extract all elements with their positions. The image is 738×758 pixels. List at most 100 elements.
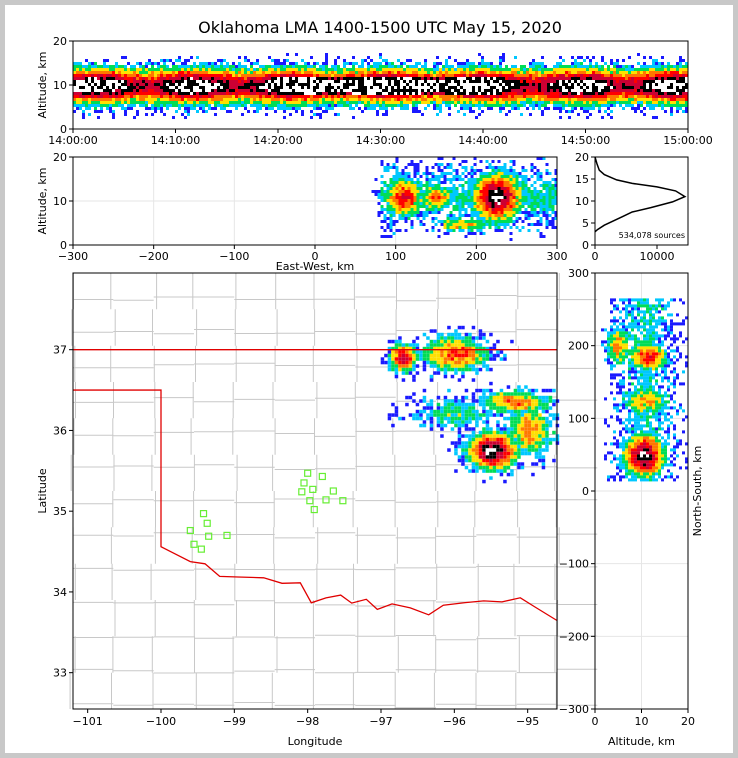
ew-cell xyxy=(488,181,492,184)
time-height-cell xyxy=(343,80,346,83)
time-height-cell xyxy=(505,68,508,71)
time-height-cell xyxy=(154,98,157,101)
time-height-cell xyxy=(145,89,148,92)
ew-cell xyxy=(515,199,519,202)
time-height-cell xyxy=(565,92,568,95)
ew-cell xyxy=(527,211,531,214)
time-height-cell xyxy=(643,89,646,92)
time-height-cell xyxy=(361,77,364,80)
ew-cell xyxy=(404,172,408,175)
plan-view-cell xyxy=(387,367,392,372)
time-height-cell xyxy=(121,107,124,110)
time-height-cell xyxy=(220,71,223,74)
ew-cell xyxy=(536,214,540,217)
plan-view-cell xyxy=(450,374,455,379)
time-height-cell xyxy=(226,71,229,74)
time-height-cell xyxy=(412,101,415,104)
time-height-cell xyxy=(136,62,139,65)
time-height-cell xyxy=(193,89,196,92)
time-height-cell xyxy=(223,98,226,101)
ew-cell xyxy=(413,202,417,205)
time-height-cell xyxy=(79,95,82,98)
ew-cell xyxy=(479,232,483,235)
ew-cell xyxy=(500,193,504,196)
ew-cell xyxy=(497,196,501,199)
time-height-cell xyxy=(463,98,466,101)
ew-cell xyxy=(386,199,390,202)
plan-view-cell xyxy=(485,416,490,421)
time-height-cell xyxy=(127,104,130,107)
ew-cell xyxy=(449,223,453,226)
time-height-cell xyxy=(661,107,664,110)
time-height-cell xyxy=(544,101,547,104)
time-height-cell xyxy=(442,98,445,101)
time-height-cell xyxy=(526,89,529,92)
time-height-cell xyxy=(124,68,127,71)
time-height-cell xyxy=(577,68,580,71)
time-height-cell xyxy=(541,101,544,104)
plan-view-cell xyxy=(482,353,486,358)
time-height-cell xyxy=(187,95,190,98)
time-height-cell xyxy=(388,98,391,101)
ew-cell xyxy=(503,211,507,214)
time-height-cell xyxy=(118,71,121,74)
time-height-cell xyxy=(334,89,337,92)
ew-cell xyxy=(524,202,528,205)
time-height-cell xyxy=(229,74,232,77)
plan-view-cell xyxy=(485,339,490,344)
plan-view-cell xyxy=(482,413,486,417)
time-height-cell xyxy=(415,80,418,83)
time-height-cell xyxy=(340,71,343,74)
ew-cell xyxy=(398,172,402,175)
ew-cell xyxy=(539,175,543,178)
plan-view-cell xyxy=(517,399,521,403)
time-height-cell xyxy=(337,65,340,68)
time-height-cell xyxy=(520,68,523,71)
time-height-cell xyxy=(148,71,151,74)
time-height-cell xyxy=(352,77,355,80)
time-height-cell xyxy=(676,89,679,92)
time-height-cell xyxy=(676,77,679,80)
ew-cell xyxy=(506,199,510,202)
time-height-cell xyxy=(637,107,640,110)
ew-cell xyxy=(389,199,393,202)
time-height-cell xyxy=(388,89,391,92)
time-height-cell xyxy=(484,77,487,80)
plan-view-cell xyxy=(534,413,539,417)
time-height-cell xyxy=(445,62,448,65)
time-height-cell xyxy=(544,98,547,101)
time-height-cell xyxy=(439,83,442,86)
time-height-cell xyxy=(475,116,478,119)
time-height-cell xyxy=(415,107,418,110)
plan-view-cell xyxy=(513,388,518,393)
time-height-cell xyxy=(673,95,676,98)
time-height-cell xyxy=(373,80,376,83)
time-height-cell xyxy=(343,101,346,104)
ew-cell xyxy=(467,172,471,175)
ew-cell xyxy=(437,196,441,199)
ew-cell xyxy=(431,202,435,205)
plan-view-cell xyxy=(398,360,402,365)
ew-cell xyxy=(461,220,465,223)
time-height-cell xyxy=(160,71,163,74)
time-height-cell xyxy=(655,89,658,92)
time-height-cell xyxy=(403,83,406,86)
time-height-cell xyxy=(409,71,412,74)
time-height-cell xyxy=(163,95,166,98)
time-tick-label: 14:50:00 xyxy=(561,134,610,147)
ew-cell xyxy=(524,217,528,220)
time-height-cell xyxy=(97,95,100,98)
time-height-cell xyxy=(580,71,583,74)
time-height-cell xyxy=(175,110,178,113)
ew-cell xyxy=(449,187,453,190)
time-height-cell xyxy=(412,98,415,101)
time-height-cell xyxy=(340,98,343,101)
ew-cell xyxy=(530,202,534,205)
time-height-cell xyxy=(589,74,592,77)
ew-cell xyxy=(443,172,447,175)
time-height-cell xyxy=(472,65,475,68)
time-height-cell xyxy=(148,77,151,80)
time-height-cell xyxy=(571,80,574,83)
time-height-cell xyxy=(253,77,256,80)
time-height-cell xyxy=(136,86,139,89)
